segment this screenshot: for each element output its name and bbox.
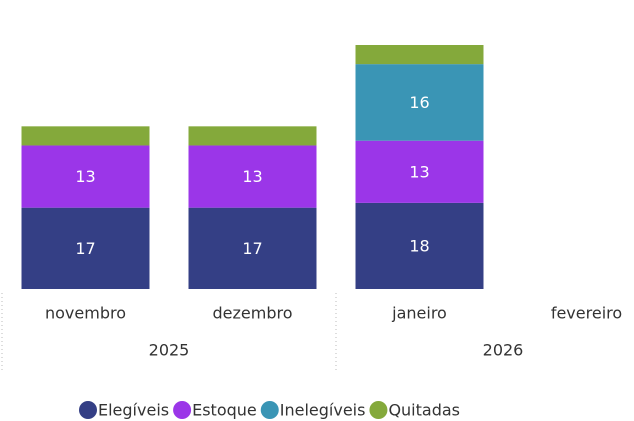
data-label: 13 (242, 167, 262, 186)
legend-marker (173, 401, 192, 419)
data-label: 18 (409, 236, 429, 255)
bar-segment (188, 126, 317, 146)
bar-segment (355, 45, 484, 65)
data-label: 13 (75, 167, 95, 186)
data-label: 13 (409, 162, 429, 181)
data-label: 17 (242, 239, 262, 258)
legend-label: Quitadas (388, 401, 460, 420)
x-tick-label: fevereiro (551, 304, 622, 323)
bar-segment (355, 64, 484, 141)
data-label: 17 (75, 239, 95, 258)
legend-marker (260, 401, 279, 419)
bar-segment (188, 207, 317, 289)
legend-marker (369, 401, 388, 419)
bar-segment (355, 202, 484, 289)
bar-segment (21, 207, 150, 289)
x-tick-label: novembro (45, 304, 126, 323)
bar-segment (355, 140, 484, 203)
x-tick-label: dezembro (213, 304, 293, 323)
bar-segment (21, 145, 150, 208)
x-tick-label: janeiro (391, 304, 447, 323)
x-group-label: 2026 (483, 341, 524, 360)
legend-label: Elegíveis (98, 401, 169, 420)
x-group-label: 2025 (149, 341, 190, 360)
legend-label: Estoque (192, 401, 257, 420)
bar-segment (188, 145, 317, 208)
legend-marker (79, 401, 97, 419)
data-label: 16 (409, 93, 429, 112)
legend-label: Inelegíveis (280, 401, 366, 420)
bar-segment (21, 126, 150, 146)
